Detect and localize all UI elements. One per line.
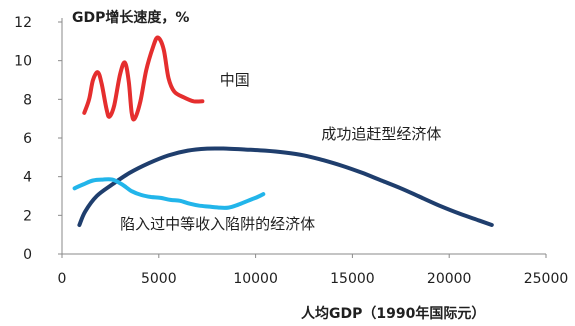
x-tick-label: 20000 <box>427 271 472 287</box>
y-tick-label: 12 <box>14 15 32 31</box>
x-tick-label: 15000 <box>330 271 375 287</box>
x-tick-label: 5000 <box>141 271 177 287</box>
y-tick-label: 2 <box>23 208 32 224</box>
series-label-china: 中国 <box>220 71 250 89</box>
y-tick-label: 6 <box>23 131 32 147</box>
axes <box>58 18 547 258</box>
series-lines <box>72 35 494 227</box>
chart-title: GDP增长速度，% <box>72 9 189 26</box>
tick-labels: 0 2 4 6 8 10 12 0 5000 10000 15000 20000 25000 <box>14 15 568 287</box>
x-axis-title: 人均GDP（1990年国际元） <box>301 305 485 322</box>
y-tick-label: 10 <box>14 54 32 70</box>
series-label-successful-catchup: 成功追赶型经济体 <box>321 125 441 143</box>
y-tick-label: 8 <box>23 92 32 108</box>
y-tick-label: 0 <box>23 247 32 263</box>
x-tick-label: 25000 <box>524 271 569 287</box>
series-label-middle-income-trap: 陷入过中等收入陷阱的经济体 <box>120 215 315 233</box>
x-tick-label: 10000 <box>233 271 278 287</box>
series-line-successful-catchup <box>77 146 494 227</box>
x-tick-label: 0 <box>58 271 67 287</box>
y-tick-label: 4 <box>23 170 32 186</box>
series-line-china <box>82 35 205 122</box>
series-line-middle-income-trap <box>72 177 266 210</box>
